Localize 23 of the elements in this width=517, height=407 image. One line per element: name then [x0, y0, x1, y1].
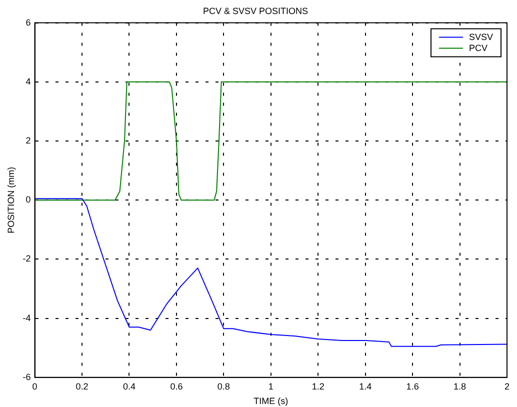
x-tick-label: 1	[268, 381, 274, 392]
y-tick-label: -6	[22, 372, 31, 382]
x-axis-title: TIME (s)	[254, 396, 288, 406]
y-tick-label: 4	[26, 76, 31, 86]
x-tick-label: 0.2	[76, 381, 88, 392]
x-tick-label: 2	[504, 381, 510, 392]
legend-label: SVSV	[468, 32, 494, 42]
chart-title: PCV & SVSV POSITIONS	[202, 6, 308, 16]
x-tick-label: 0	[32, 381, 38, 392]
y-axis-title: POSITION (mm)	[6, 166, 16, 234]
legend-label: PCV	[468, 42, 488, 53]
y-tick-label: 2	[26, 135, 31, 146]
x-tick-label: 0.8	[217, 381, 230, 392]
y-tick-label: -4	[22, 312, 31, 323]
y-tick-label: 6	[26, 17, 31, 28]
x-tick-label: 1.8	[454, 381, 466, 392]
x-tick-label: 1.4	[359, 381, 372, 392]
x-tick-label: 1.6	[406, 381, 419, 392]
y-tick-label: 0	[26, 194, 31, 205]
x-tick-label: 0.6	[170, 381, 183, 392]
x-tick-label: 1.2	[312, 381, 324, 392]
y-tick-label: -2	[22, 254, 31, 264]
x-tick-label: 0.4	[122, 381, 136, 392]
